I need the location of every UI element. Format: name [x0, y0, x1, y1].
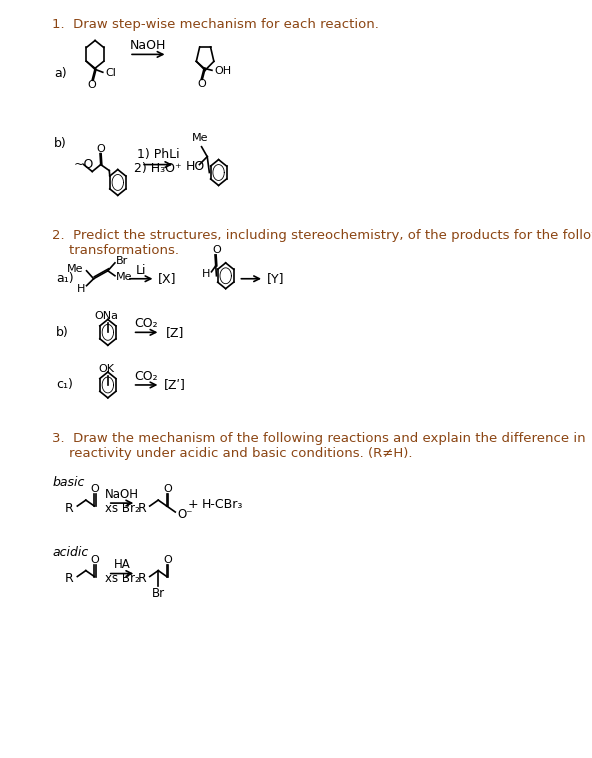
Text: c₁): c₁)	[56, 378, 73, 391]
Text: basic: basic	[53, 476, 85, 489]
Text: Me: Me	[192, 133, 208, 143]
Text: [Z]: [Z]	[165, 326, 184, 339]
Text: acidic: acidic	[53, 546, 89, 559]
Text: ~O: ~O	[74, 158, 94, 171]
Text: Li: Li	[136, 265, 146, 277]
Text: [Zʹ]: [Zʹ]	[163, 378, 185, 391]
Text: transformations.: transformations.	[53, 244, 179, 257]
Text: [X]: [X]	[158, 272, 177, 285]
Text: H: H	[202, 269, 210, 279]
Text: NaOH: NaOH	[130, 39, 166, 52]
Text: O: O	[91, 484, 99, 494]
Text: CO₂: CO₂	[134, 317, 158, 330]
Text: Br: Br	[117, 256, 128, 266]
Text: xs Br₂: xs Br₂	[105, 572, 139, 585]
Text: HO: HO	[186, 160, 205, 173]
Text: Cl: Cl	[105, 68, 116, 78]
Text: R: R	[137, 502, 146, 515]
Text: O: O	[212, 245, 221, 255]
Text: HA: HA	[114, 558, 130, 571]
Text: 1) PhLi: 1) PhLi	[137, 148, 179, 161]
Text: O⁻: O⁻	[178, 508, 193, 521]
Text: H: H	[77, 283, 85, 293]
Text: 2.  Predict the structures, including stereochemistry, of the products for the f: 2. Predict the structures, including ste…	[53, 229, 592, 242]
Text: 3.  Draw the mechanism of the following reactions and explain the difference in: 3. Draw the mechanism of the following r…	[53, 431, 586, 445]
Text: O: O	[96, 144, 105, 154]
Text: R: R	[65, 572, 74, 585]
Text: O: O	[163, 555, 172, 565]
Text: reactivity under acidic and basic conditions. (R≠H).: reactivity under acidic and basic condit…	[53, 446, 413, 459]
Text: H-CBr₃: H-CBr₃	[201, 497, 243, 511]
Text: O: O	[197, 79, 205, 89]
Text: Br: Br	[152, 587, 165, 600]
Text: NaOH: NaOH	[105, 487, 139, 500]
Text: b): b)	[56, 326, 69, 339]
Text: a₁): a₁)	[56, 272, 73, 285]
Text: O: O	[163, 484, 172, 494]
Text: R: R	[65, 502, 74, 515]
Text: a): a)	[54, 67, 66, 80]
Text: O: O	[91, 555, 99, 565]
Text: CO₂: CO₂	[134, 369, 158, 383]
Text: O: O	[87, 80, 96, 90]
Text: b): b)	[54, 136, 67, 150]
Text: R: R	[137, 572, 146, 585]
Text: +: +	[188, 497, 198, 511]
Text: OH: OH	[215, 66, 232, 77]
Text: Me: Me	[67, 264, 83, 274]
Text: OK: OK	[98, 364, 114, 374]
Text: xs Br₂: xs Br₂	[105, 502, 139, 515]
Text: Me: Me	[117, 272, 133, 282]
Text: 1.  Draw step-wise mechanism for each reaction.: 1. Draw step-wise mechanism for each rea…	[53, 17, 379, 30]
Text: ONa: ONa	[94, 312, 118, 321]
Text: [Y]: [Y]	[268, 272, 285, 285]
Text: 2) H₃O⁺: 2) H₃O⁺	[134, 162, 182, 175]
